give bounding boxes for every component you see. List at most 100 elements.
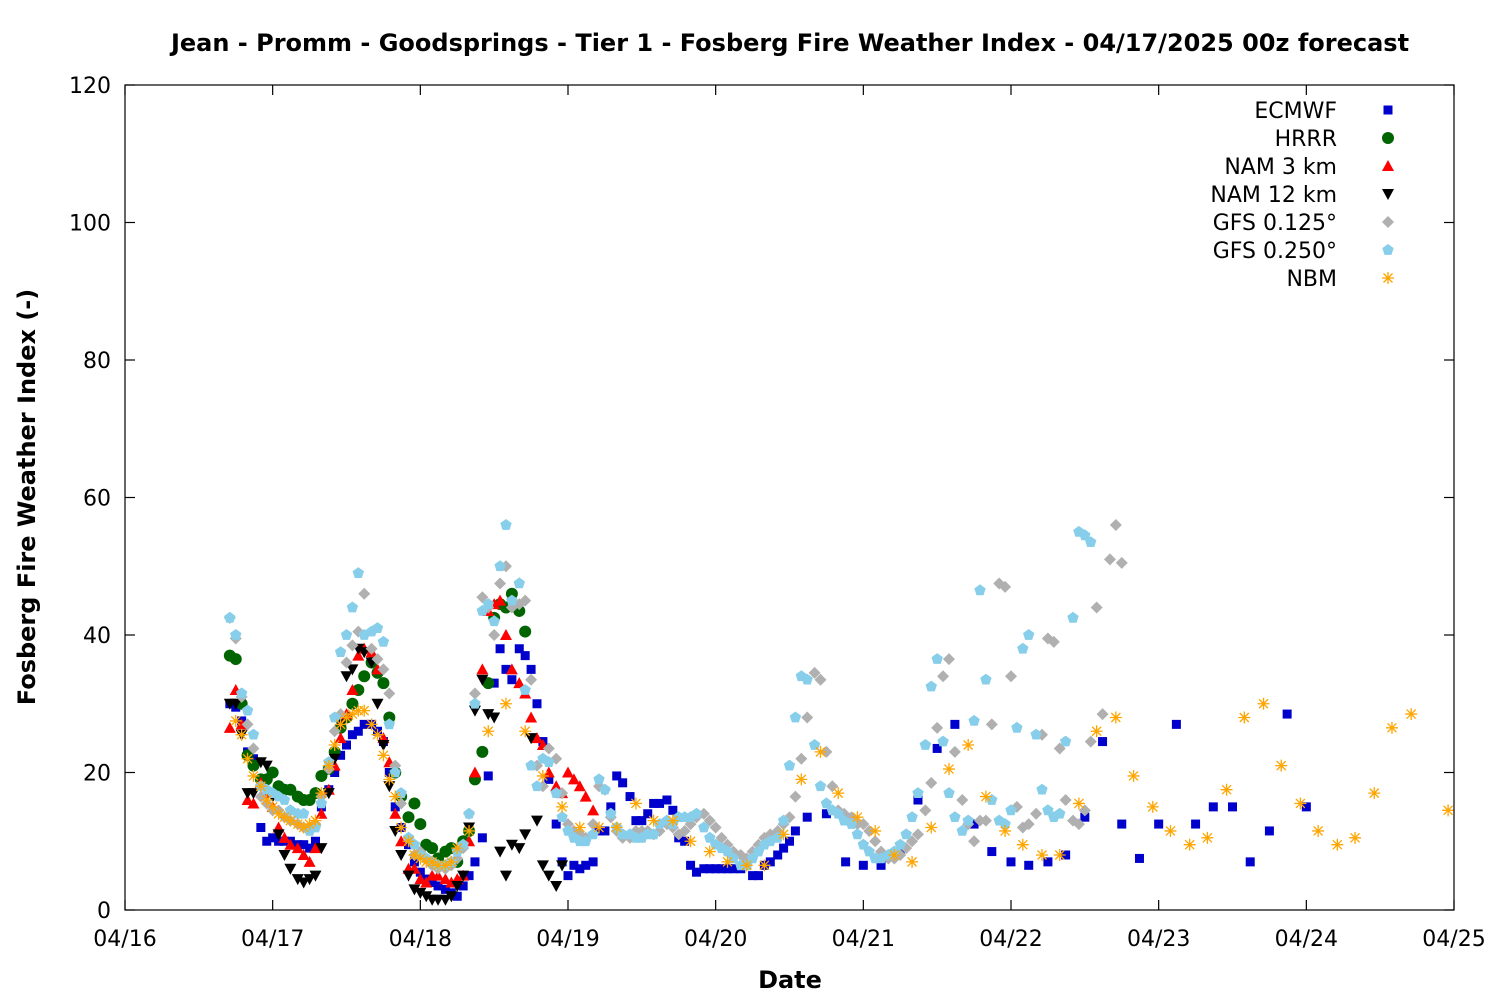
data-point xyxy=(284,814,297,827)
data-point xyxy=(414,818,427,831)
data-point xyxy=(330,768,340,777)
data-point xyxy=(305,843,315,853)
data-point xyxy=(426,855,439,868)
data-point xyxy=(247,759,260,772)
y-tick-label: 20 xyxy=(83,762,111,787)
data-point xyxy=(519,684,531,695)
data-point xyxy=(328,753,341,765)
data-point xyxy=(389,807,402,819)
data-point xyxy=(268,833,278,843)
y-tick-label: 60 xyxy=(83,487,111,512)
data-point xyxy=(1282,709,1292,719)
data-point xyxy=(223,721,236,733)
series-nam-12-km xyxy=(223,643,569,906)
data-point xyxy=(937,670,950,683)
data-point xyxy=(1191,819,1201,829)
x-tick-label: 04/21 xyxy=(832,927,895,952)
data-point xyxy=(513,677,526,689)
data-point xyxy=(686,860,696,870)
data-point xyxy=(758,859,771,872)
data-point xyxy=(649,798,659,808)
data-point xyxy=(629,797,642,810)
data-point xyxy=(551,819,561,829)
data-point xyxy=(383,711,396,724)
data-point xyxy=(950,719,960,729)
x-tick-label: 04/25 xyxy=(1422,927,1485,952)
data-point xyxy=(499,629,512,640)
data-point xyxy=(1030,807,1043,820)
data-point xyxy=(476,591,489,604)
data-point xyxy=(241,704,254,716)
data-point xyxy=(999,818,1011,829)
data-point xyxy=(402,835,415,848)
data-point xyxy=(415,867,425,877)
data-point xyxy=(241,752,254,765)
data-point xyxy=(525,673,538,686)
data-point xyxy=(985,718,998,731)
data-point xyxy=(753,871,763,881)
data-point xyxy=(463,824,476,837)
data-point xyxy=(711,864,721,874)
data-point xyxy=(328,739,341,751)
data-point xyxy=(925,680,937,692)
data-point xyxy=(550,880,563,892)
data-point xyxy=(241,718,254,731)
data-point xyxy=(358,587,371,600)
data-point xyxy=(779,843,789,853)
data-point xyxy=(328,725,341,738)
data-point xyxy=(519,594,532,607)
data-point xyxy=(942,653,955,666)
data-point xyxy=(1228,802,1237,812)
data-point xyxy=(949,811,961,822)
data-point xyxy=(703,845,716,858)
data-point xyxy=(808,739,821,750)
data-point xyxy=(445,855,458,868)
data-point xyxy=(863,845,875,857)
data-point xyxy=(851,811,864,824)
data-point xyxy=(340,656,353,669)
data-point xyxy=(297,849,310,860)
data-point xyxy=(587,804,600,816)
data-point xyxy=(260,794,273,806)
data-point xyxy=(869,824,882,837)
data-point xyxy=(599,783,611,795)
data-point xyxy=(247,728,260,740)
data-point xyxy=(1080,812,1090,822)
data-point xyxy=(494,560,506,572)
data-point xyxy=(1053,849,1066,861)
data-point xyxy=(1036,783,1048,795)
data-point xyxy=(352,649,365,661)
data-point xyxy=(389,790,402,803)
data-point xyxy=(377,740,390,751)
data-point xyxy=(309,870,322,882)
data-point xyxy=(440,884,450,894)
data-point xyxy=(303,874,316,886)
data-point xyxy=(519,829,532,841)
legend-label: HRRR xyxy=(1275,127,1337,152)
data-point xyxy=(409,857,419,867)
data-point xyxy=(697,807,710,820)
data-point xyxy=(334,646,347,657)
data-point xyxy=(371,728,384,741)
data-point xyxy=(655,798,665,808)
data-point xyxy=(802,812,812,822)
data-point xyxy=(340,629,353,640)
data-point xyxy=(1146,800,1159,813)
data-point xyxy=(526,664,536,674)
x-tick-label: 04/23 xyxy=(1127,927,1190,952)
data-point xyxy=(690,807,703,819)
data-point xyxy=(785,836,794,846)
data-point xyxy=(593,821,606,834)
data-point xyxy=(748,871,758,881)
data-point xyxy=(513,577,525,589)
data-point xyxy=(925,821,938,834)
data-point xyxy=(499,870,512,882)
data-point xyxy=(525,711,538,723)
data-point xyxy=(1022,818,1035,831)
data-point xyxy=(383,781,396,793)
data-point xyxy=(962,739,975,751)
data-point xyxy=(303,818,316,831)
data-point xyxy=(612,771,622,781)
data-point xyxy=(272,829,285,841)
